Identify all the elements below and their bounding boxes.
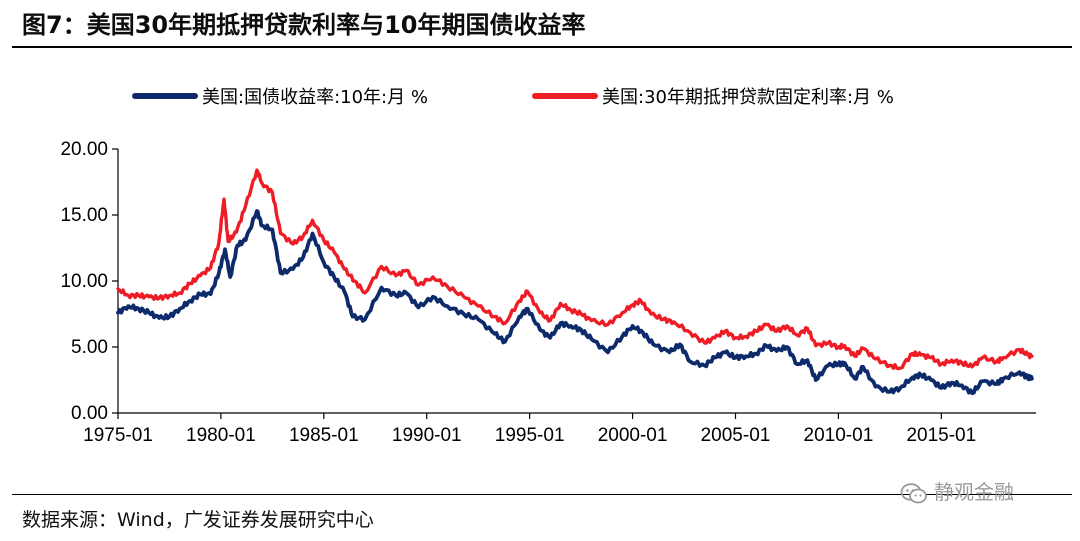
watermark: 静观金融 (900, 478, 1014, 506)
wechat-icon (900, 482, 927, 503)
figure-title: 图7：美国30年期抵押贷款利率与10年期国债收益率 (22, 11, 586, 39)
x-tick-label: 2000-01 (598, 425, 668, 446)
x-tick-label: 2010-01 (804, 425, 874, 446)
x-tick-label: 2015-01 (906, 425, 976, 446)
x-tick-label: 1990-01 (392, 425, 462, 446)
x-axis: 1975-01 1980-01 1985-01 1990-01 1995-01 2000-… (83, 412, 1036, 446)
y-axis: 0.00 5.00 10.00 15.00 20.00 (60, 139, 119, 424)
legend: 美国:国债收益率:10年:月 % 美国:30年期抵押贷款固定利率:月 % (132, 87, 894, 108)
y-tick-label: 5.00 (71, 337, 108, 358)
series-layer (116, 168, 1034, 396)
source-divider (12, 494, 1072, 495)
y-tick-label: 0.00 (71, 403, 108, 424)
x-tick-label: 2005-01 (701, 425, 771, 446)
series-line-2 (116, 168, 1034, 371)
source-note: 数据来源：Wind，广发证券发展研究中心 (22, 509, 374, 531)
x-tick-label: 1985-01 (289, 425, 359, 446)
legend-label-1: 美国:国债收益率:10年:月 % (202, 87, 428, 108)
legend-label-2: 美国:30年期抵押贷款固定利率:月 % (602, 87, 894, 108)
y-tick-label: 10.00 (60, 271, 108, 292)
x-tick-label: 1980-01 (186, 425, 256, 446)
y-tick-label: 15.00 (60, 205, 108, 226)
x-tick-label: 1995-01 (495, 425, 565, 446)
x-tick-label: 1975-01 (83, 425, 153, 446)
watermark-text: 静观金融 (934, 480, 1014, 504)
line-chart: 美国:国债收益率:10年:月 % 美国:30年期抵押贷款固定利率:月 % 0.00… (60, 87, 1036, 446)
y-tick-label: 20.00 (60, 139, 108, 160)
series-line-1 (116, 209, 1034, 396)
title-divider (12, 46, 1072, 48)
